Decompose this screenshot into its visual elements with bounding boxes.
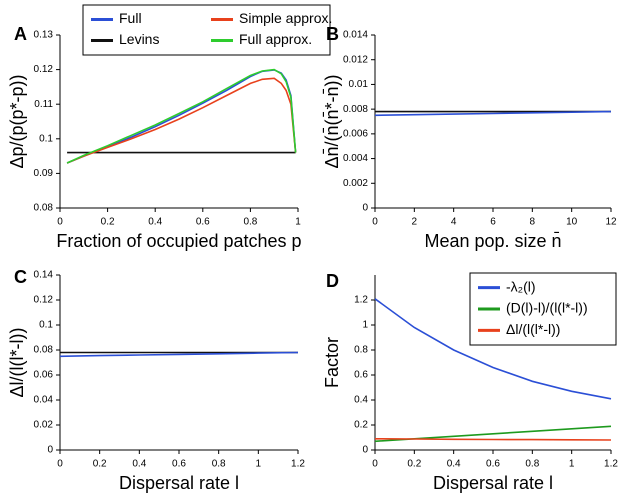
x-tick-label: 0.2: [101, 217, 115, 228]
x-axis-label: Dispersal rate l: [433, 473, 553, 493]
y-tick-label: 0.012: [343, 54, 368, 65]
series-line: [59, 351, 299, 358]
y-tick-label: 0.6: [354, 370, 368, 381]
y-axis-label: Δn̄/(n̄(n̄*-n̄)): [322, 74, 342, 168]
y-tick-label: 0.01: [349, 79, 369, 90]
y-tick-label: 0.006: [343, 128, 368, 139]
y-tick-label: 0.2: [354, 420, 368, 431]
legend-label: -λ₂(l): [506, 278, 536, 294]
x-tick-label: 4: [451, 217, 457, 228]
y-tick-label: 0.004: [343, 153, 368, 164]
legend-label: Full approx.: [239, 31, 312, 47]
x-axis-label: Fraction of occupied patches p: [56, 231, 301, 251]
x-tick-label: 0: [57, 217, 63, 228]
y-axis-label: Factor: [322, 337, 342, 388]
x-tick-label: 8: [530, 217, 536, 228]
y-tick-label: 0.1: [39, 320, 53, 331]
x-tick-label: 0.6: [172, 459, 186, 470]
series-line: [374, 438, 612, 441]
y-tick-label: 0.14: [34, 270, 54, 281]
y-tick-label: 0: [47, 445, 53, 456]
y-tick-label: 0.04: [34, 395, 54, 406]
y-tick-label: 1: [362, 320, 368, 331]
x-tick-label: 0: [372, 217, 378, 228]
legend-box: [82, 4, 331, 56]
y-tick-label: 0.08: [34, 345, 54, 356]
x-tick-label: 6: [490, 217, 496, 228]
x-tick-label: 1.2: [291, 459, 305, 470]
y-tick-label: 0.09: [34, 168, 54, 179]
y-tick-label: 0: [362, 203, 368, 214]
x-tick-label: 0.8: [243, 217, 257, 228]
x-axis-label: Mean pop. size n̄: [424, 231, 561, 251]
x-tick-label: 2: [412, 217, 418, 228]
legend-label: Δl/(l(l*-l)): [506, 321, 560, 337]
series-line: [66, 77, 297, 164]
y-tick-label: 0.002: [343, 178, 368, 189]
x-tick-label: 10: [566, 217, 578, 228]
x-tick-label: 0.2: [407, 459, 421, 470]
x-tick-label: 0.4: [132, 459, 146, 470]
x-tick-label: 0.4: [148, 217, 162, 228]
y-tick-label: 0.12: [34, 295, 54, 306]
series-line: [66, 68, 297, 164]
x-tick-label: 0: [57, 459, 63, 470]
panel-label: A: [14, 24, 27, 44]
y-tick-label: 0.008: [343, 104, 368, 115]
series-line: [374, 110, 612, 117]
legend-label: Full: [119, 10, 142, 26]
legend-label: Levins: [119, 31, 159, 47]
y-tick-label: 0.11: [34, 99, 53, 110]
panel-label: D: [326, 271, 339, 291]
panel-label: C: [14, 267, 27, 287]
y-tick-label: 0.06: [34, 370, 54, 381]
x-tick-label: 0.6: [196, 217, 210, 228]
legend-label: Simple approx.: [239, 10, 332, 26]
x-axis-label: Dispersal rate l: [119, 473, 239, 493]
x-tick-label: 0.6: [486, 459, 500, 470]
legend-label: (D(l)-l)/(l(l*-l)): [506, 300, 588, 316]
y-tick-label: 0.8: [354, 345, 368, 356]
x-tick-label: 1: [569, 459, 575, 470]
x-tick-label: 0.8: [212, 459, 226, 470]
y-tick-label: 0.08: [34, 203, 54, 214]
x-tick-label: 0: [372, 459, 378, 470]
y-tick-label: 0.02: [34, 420, 54, 431]
y-tick-label: 0: [362, 445, 368, 456]
y-axis-label: Δl/(l(l*-l)): [7, 328, 27, 398]
x-tick-label: 0.2: [93, 459, 107, 470]
x-tick-label: 0.4: [447, 459, 461, 470]
x-tick-label: 0.8: [525, 459, 539, 470]
panel-label: B: [326, 24, 339, 44]
y-tick-label: 0.014: [343, 30, 368, 41]
y-tick-label: 0.4: [354, 395, 368, 406]
x-tick-label: 1: [256, 459, 262, 470]
x-tick-label: 1.2: [604, 459, 618, 470]
x-tick-label: 1: [295, 217, 301, 228]
series-line: [374, 298, 612, 400]
y-tick-label: 0.1: [39, 133, 53, 144]
y-axis-label: Δp/(p(p*-p)): [7, 74, 27, 168]
x-tick-label: 12: [605, 217, 617, 228]
y-tick-label: 0.12: [34, 64, 54, 75]
y-tick-label: 1.2: [354, 295, 368, 306]
y-tick-label: 0.13: [34, 30, 54, 41]
